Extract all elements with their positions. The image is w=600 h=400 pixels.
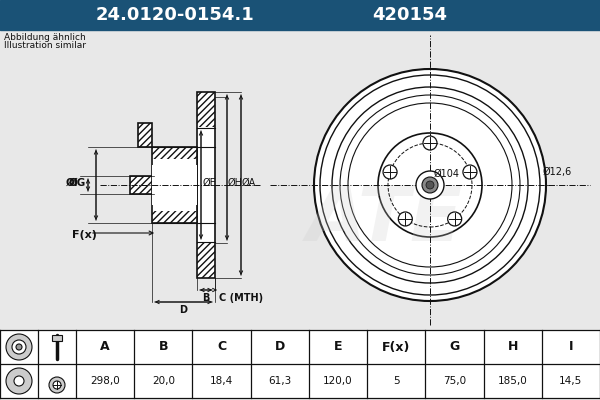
- Circle shape: [416, 171, 444, 199]
- Text: ØE: ØE: [203, 178, 217, 188]
- Text: 120,0: 120,0: [323, 376, 353, 386]
- Text: ØA: ØA: [242, 178, 256, 188]
- Circle shape: [340, 95, 520, 275]
- Bar: [0, 330, 600, 398]
- Text: I: I: [569, 340, 573, 354]
- Text: B: B: [202, 293, 209, 303]
- Text: ØG: ØG: [69, 178, 86, 188]
- Circle shape: [14, 376, 24, 386]
- Text: F(x): F(x): [72, 230, 97, 240]
- Bar: [138, 123, 152, 147]
- Text: 420154: 420154: [373, 6, 448, 24]
- Text: 61,3: 61,3: [268, 376, 292, 386]
- Circle shape: [12, 340, 26, 354]
- Bar: [130, 176, 152, 194]
- Circle shape: [398, 212, 412, 226]
- Bar: [138, 123, 152, 147]
- Circle shape: [448, 212, 461, 226]
- Text: C: C: [217, 340, 226, 354]
- Circle shape: [6, 334, 32, 360]
- Text: 14,5: 14,5: [559, 376, 583, 386]
- Text: 18,4: 18,4: [210, 376, 233, 386]
- Text: 185,0: 185,0: [498, 376, 527, 386]
- Text: ØH: ØH: [228, 178, 243, 188]
- Bar: [0, 0, 600, 30]
- Text: Ø12,6: Ø12,6: [543, 167, 572, 177]
- Bar: [197, 92, 215, 278]
- Text: 20,0: 20,0: [152, 376, 175, 386]
- Circle shape: [6, 368, 32, 394]
- Circle shape: [378, 133, 482, 237]
- Circle shape: [348, 103, 512, 267]
- Circle shape: [314, 69, 546, 301]
- Text: Illustration similar: Illustration similar: [4, 41, 86, 50]
- Circle shape: [53, 381, 61, 389]
- Text: E: E: [334, 340, 342, 354]
- Text: 24.0120-0154.1: 24.0120-0154.1: [95, 6, 254, 24]
- Bar: [197, 92, 215, 127]
- Text: D: D: [275, 340, 285, 354]
- Text: G: G: [449, 340, 460, 354]
- Circle shape: [463, 165, 477, 179]
- Text: D: D: [179, 305, 187, 315]
- Bar: [152, 147, 197, 159]
- Text: 5: 5: [393, 376, 400, 386]
- Text: ØI: ØI: [65, 178, 78, 188]
- Bar: [52, 335, 62, 341]
- Circle shape: [49, 377, 65, 393]
- Circle shape: [383, 165, 397, 179]
- Text: ATE: ATE: [307, 183, 463, 257]
- Text: F(x): F(x): [382, 340, 410, 354]
- Circle shape: [426, 181, 434, 189]
- Circle shape: [423, 136, 437, 150]
- Circle shape: [320, 75, 540, 295]
- Bar: [152, 211, 197, 223]
- Circle shape: [332, 87, 528, 283]
- Text: Abbildung ähnlich: Abbildung ähnlich: [4, 33, 86, 42]
- Bar: [197, 243, 215, 278]
- Circle shape: [16, 344, 22, 350]
- Bar: [152, 147, 197, 223]
- Text: B: B: [158, 340, 168, 354]
- Bar: [130, 176, 152, 194]
- Bar: [152, 165, 197, 205]
- Bar: [0, 30, 600, 330]
- Text: Ø104: Ø104: [434, 169, 460, 179]
- Text: A: A: [100, 340, 110, 354]
- Text: 298,0: 298,0: [90, 376, 120, 386]
- Text: 75,0: 75,0: [443, 376, 466, 386]
- Text: H: H: [508, 340, 518, 354]
- Circle shape: [422, 177, 438, 193]
- Text: C (MTH): C (MTH): [219, 293, 263, 303]
